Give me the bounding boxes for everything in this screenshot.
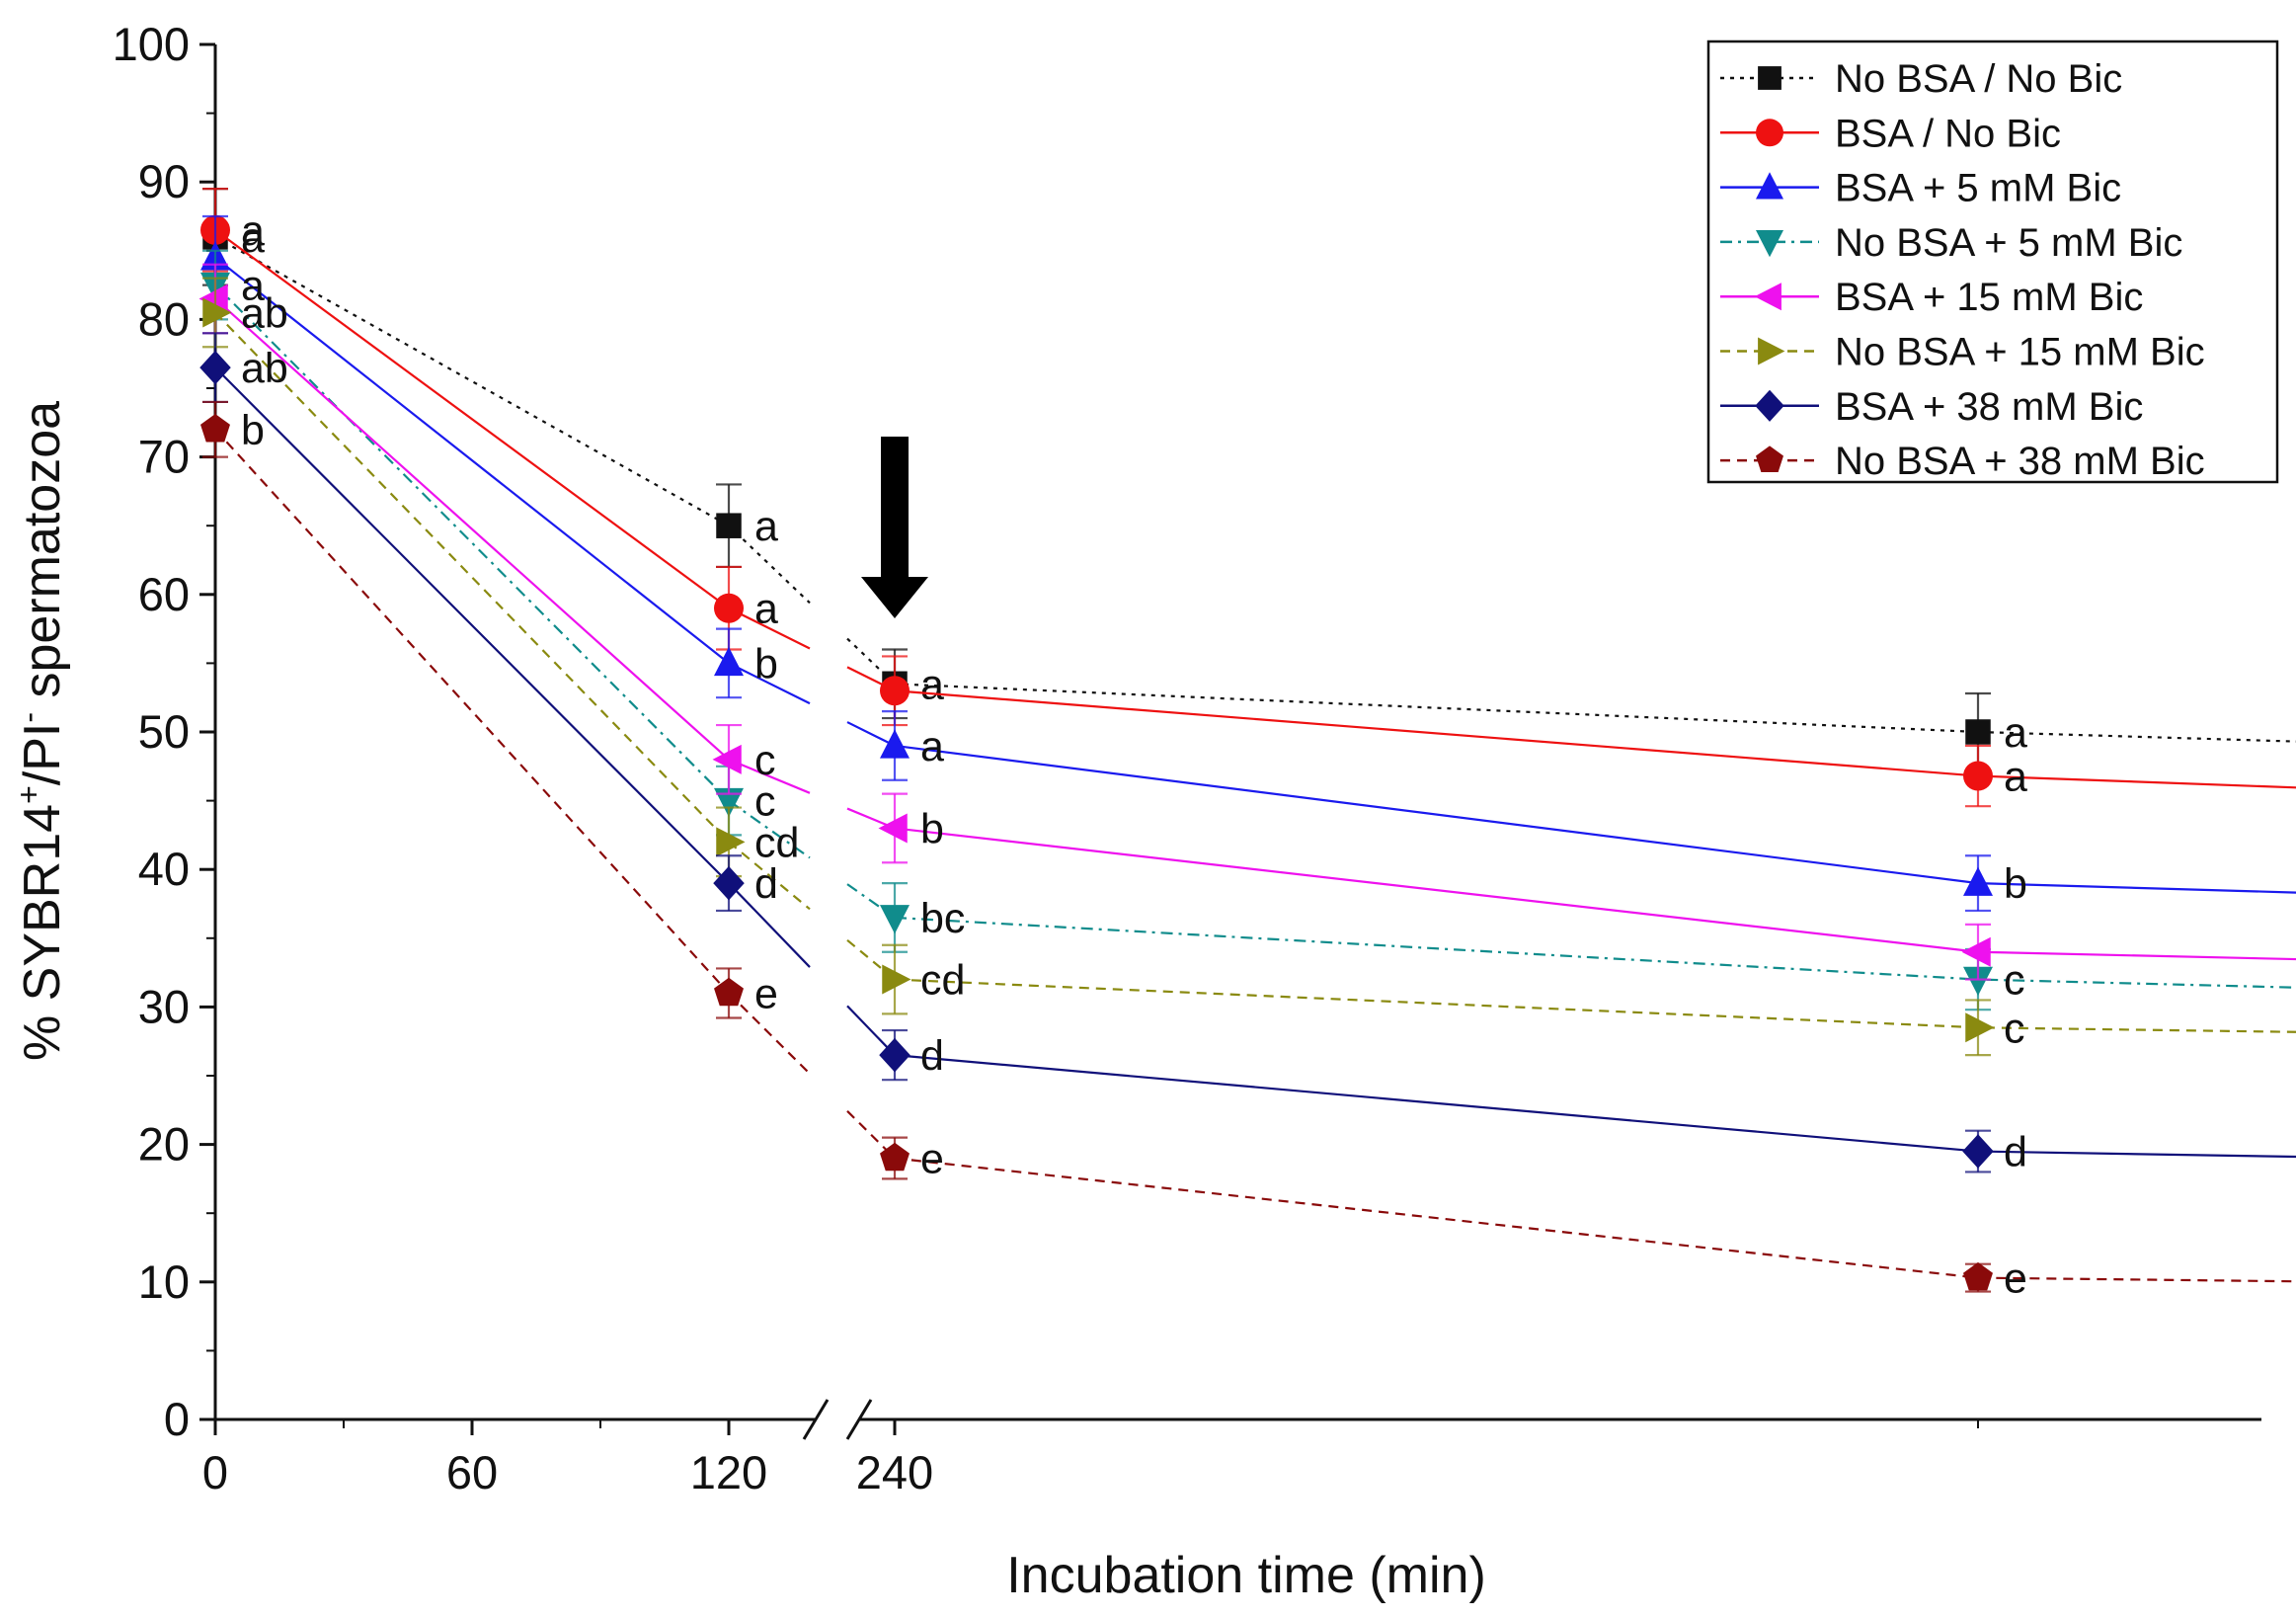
data-point xyxy=(1963,762,1993,791)
series-line xyxy=(215,285,729,801)
significance-letter: cd xyxy=(920,957,965,1005)
y-tick-label: 70 xyxy=(138,431,190,483)
x-tick-label: 240 xyxy=(856,1446,933,1498)
series-line xyxy=(215,299,729,760)
y-axis-title: % SYBR14+/PI- spermatozoa xyxy=(11,401,71,1061)
data-point xyxy=(880,729,910,758)
legend-label: BSA + 38 mM Bic xyxy=(1835,385,2143,429)
data-point xyxy=(1962,1134,1994,1169)
data-point xyxy=(880,676,910,705)
significance-letter: d xyxy=(754,860,778,908)
y-tick-label: 100 xyxy=(113,18,190,70)
legend-marker xyxy=(1758,66,1781,90)
significance-letter: a xyxy=(920,661,944,708)
significance-letter: b xyxy=(920,805,944,852)
significance-letter: b xyxy=(241,407,265,454)
y-axis-title-sup-minus: - xyxy=(11,712,46,723)
legend-label: BSA + 15 mM Bic xyxy=(1835,276,2143,319)
y-tick-label: 0 xyxy=(164,1393,190,1445)
significance-letter: e xyxy=(920,1136,944,1183)
series-line xyxy=(895,1055,2296,1345)
series-line xyxy=(215,258,729,664)
series-line xyxy=(215,430,729,994)
y-tick-label: 20 xyxy=(138,1118,190,1171)
significance-letter: a xyxy=(920,723,944,770)
series-line xyxy=(215,237,729,526)
y-tick-label: 40 xyxy=(138,843,190,895)
x-tick-label: 120 xyxy=(690,1446,767,1498)
data-point xyxy=(200,414,230,442)
series-line xyxy=(895,918,2296,1210)
legend-label: No BSA + 15 mM Bic xyxy=(1835,331,2205,374)
series-line xyxy=(895,828,2296,1165)
significance-letter: c xyxy=(2004,1005,2025,1052)
significance-letter: ab xyxy=(241,289,288,337)
y-tick-label: 80 xyxy=(138,292,190,345)
data-point xyxy=(714,647,744,676)
significance-letter: c xyxy=(754,737,776,784)
series-line xyxy=(895,980,2296,1179)
data-point xyxy=(1962,937,1991,967)
significance-letter: bc xyxy=(920,895,965,942)
legend-label: BSA + 5 mM Bic xyxy=(1835,167,2121,210)
series-line xyxy=(215,367,729,883)
significance-letter: c xyxy=(2004,957,2025,1005)
data-point xyxy=(880,905,910,933)
series-7: abddddc xyxy=(199,333,2296,1370)
data-point xyxy=(714,594,744,623)
x-tick-label: 60 xyxy=(446,1446,498,1498)
y-tick-label: 10 xyxy=(138,1255,190,1308)
y-axis-title-sup-plus: + xyxy=(11,785,46,804)
series-line xyxy=(895,684,2296,1013)
legend-label: BSA / No Bic xyxy=(1835,112,2061,155)
significance-letter: a xyxy=(241,207,265,255)
data-point xyxy=(882,965,910,995)
significance-letter: a xyxy=(2004,754,2027,801)
series-line xyxy=(215,230,729,608)
significance-letter: d xyxy=(2004,1129,2027,1176)
series-line xyxy=(895,746,2296,1150)
significance-letter: e xyxy=(754,970,778,1017)
series-line xyxy=(895,1159,2296,1395)
legend-label: No BSA / No Bic xyxy=(1835,57,2122,101)
data-point xyxy=(879,813,908,843)
significance-letter: b xyxy=(754,640,778,688)
legend-label: No BSA + 38 mM Bic xyxy=(1835,440,2205,483)
significance-letter: a xyxy=(754,586,778,633)
significance-letter: a xyxy=(754,503,778,550)
legend-marker xyxy=(1756,119,1783,146)
y-tick-label: 50 xyxy=(138,705,190,758)
legend-label: No BSA + 5 mM Bic xyxy=(1835,221,2182,265)
y-tick-label: 90 xyxy=(138,155,190,207)
significance-letter: b xyxy=(2004,860,2027,908)
y-tick-label: 30 xyxy=(138,980,190,1032)
significance-letter: ab xyxy=(241,345,288,392)
data-point xyxy=(716,827,745,856)
data-point xyxy=(716,513,742,538)
data-point xyxy=(1965,719,1991,745)
y-axis-title-main: % SYBR14 xyxy=(14,804,71,1061)
significance-letter: d xyxy=(920,1032,944,1080)
legend: No BSA / No Bic BSA / No Bic BSA + 5 mM Bi… xyxy=(1708,41,2277,483)
y-axis-title-tail: spermatozoa xyxy=(14,401,71,712)
y-axis-title-mid: /PI xyxy=(14,723,71,786)
data-point xyxy=(1963,1262,1993,1290)
series-line xyxy=(215,312,729,842)
significance-letter: e xyxy=(2004,1255,2027,1303)
significance-letter: a xyxy=(2004,709,2027,757)
arrow-annotation xyxy=(861,437,928,618)
data-point xyxy=(1965,1012,1994,1042)
x-tick-label: 0 xyxy=(202,1446,228,1498)
y-tick-label: 60 xyxy=(138,568,190,620)
x-axis-title: Incubation time (min) xyxy=(1006,1547,1486,1604)
